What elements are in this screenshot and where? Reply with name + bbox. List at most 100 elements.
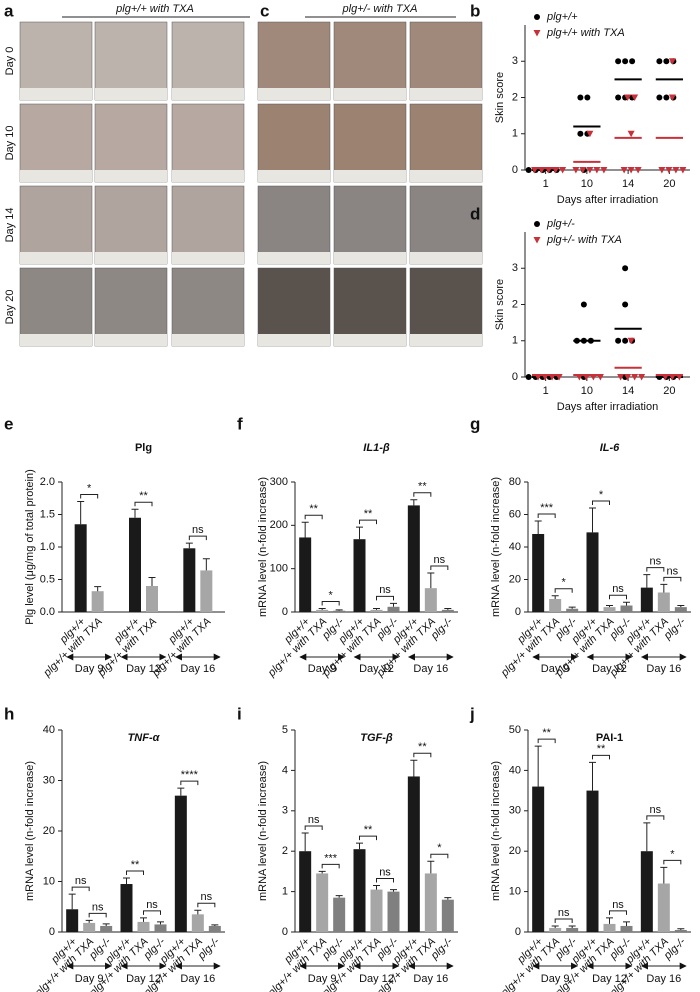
photo [19,21,93,101]
point [627,130,635,138]
error-bar [589,761,596,791]
error-bar [427,572,435,589]
error-bar [373,608,380,610]
significance-label: ns [650,556,662,568]
significance-label: *** [324,852,338,864]
significance-label: *** [540,502,554,514]
legend-label: plg+/- with TXA [546,234,622,246]
bar [532,534,545,612]
legend-marker [534,221,540,227]
y-tick-label: 3 [512,262,518,274]
x-axis-label: Days after irradiation [557,401,659,413]
point [631,374,639,381]
point [577,94,584,101]
panel-letter: c [260,1,269,20]
significance-label: ns [612,899,624,911]
point [559,167,567,174]
error-bar [318,608,326,610]
y-tick-label: 30 [43,774,55,786]
significance-bracket [71,886,90,892]
bar [441,899,454,932]
group-label: Day 16 [180,663,215,675]
point [577,130,584,137]
significance-bracket [413,752,432,758]
bar [424,873,437,932]
bar [120,884,133,932]
error-bar [356,842,363,850]
y-tick-label: 40 [43,724,55,736]
y-tick-label: 2 [282,845,288,857]
significance-bracket [609,594,627,600]
significance-label: **** [181,769,199,781]
point [615,94,622,101]
legend-label: plg+/- [546,218,575,230]
significance-bracket [321,601,340,606]
error-bar [677,928,685,930]
y-tick-label: 200 [270,519,288,531]
error-bar [444,897,452,900]
point [615,58,622,65]
error-bar [202,558,210,571]
y-tick-label: 0 [515,606,521,618]
significance-bracket [376,595,394,601]
photo [94,103,168,183]
group-label: Day 12 [126,663,161,675]
bar [620,605,633,612]
error-bar [410,759,418,777]
significance-label: ns [308,814,320,826]
significance-bracket [304,514,323,520]
error-bar [356,526,363,540]
bar [316,873,329,932]
bar [603,923,616,932]
bar [353,849,366,932]
y-tick-label: 3 [512,55,518,67]
error-bar [410,499,418,506]
significance-bracket [143,910,161,915]
group-label: Day 12 [592,663,627,675]
error-bar [335,895,343,898]
significance-label: ns [667,565,679,577]
significance-label: ns [612,583,624,595]
point [656,94,663,101]
y-tick-label: 0 [282,606,288,618]
significance-label: * [87,482,92,494]
bar [129,517,141,612]
photo [94,267,168,347]
group-label: Day 16 [180,973,215,985]
bar [620,925,633,932]
point [617,374,625,381]
significance-bracket [304,825,323,831]
error-bar [390,602,397,607]
bar [316,609,329,612]
significance-bracket [88,912,107,918]
bar [586,532,599,612]
y-tick-label: 1 [512,335,518,347]
significance-label: * [670,848,675,860]
significance-label: ns [650,804,662,816]
x-tick-label: 1 [543,385,549,397]
bar [387,606,400,612]
significance-bracket [376,878,394,883]
panel-title: plg+/- with TXA [342,3,418,15]
y-axis-label: mRNA level (n-fold increase) [257,477,269,617]
group-label: Day 9 [541,663,570,675]
x-tick-label: 10 [581,385,593,397]
group-label: Day 9 [75,663,104,675]
bar [183,548,196,612]
chart-title: IL-6 [600,442,620,454]
bar [674,929,687,932]
error-bar [301,832,309,852]
error-bar [606,605,613,608]
legend-label: plg+/+ with TXA [546,27,625,39]
ruler [20,88,92,100]
ruler [172,252,244,264]
point [622,301,629,308]
bar [441,609,454,612]
y-tick-label: 300 [270,476,288,488]
error-bar [660,583,668,593]
ruler [410,88,482,100]
photo [409,21,483,101]
x-tick-label: 20 [663,385,675,397]
error-bar [534,520,542,534]
error-bar [551,925,559,928]
